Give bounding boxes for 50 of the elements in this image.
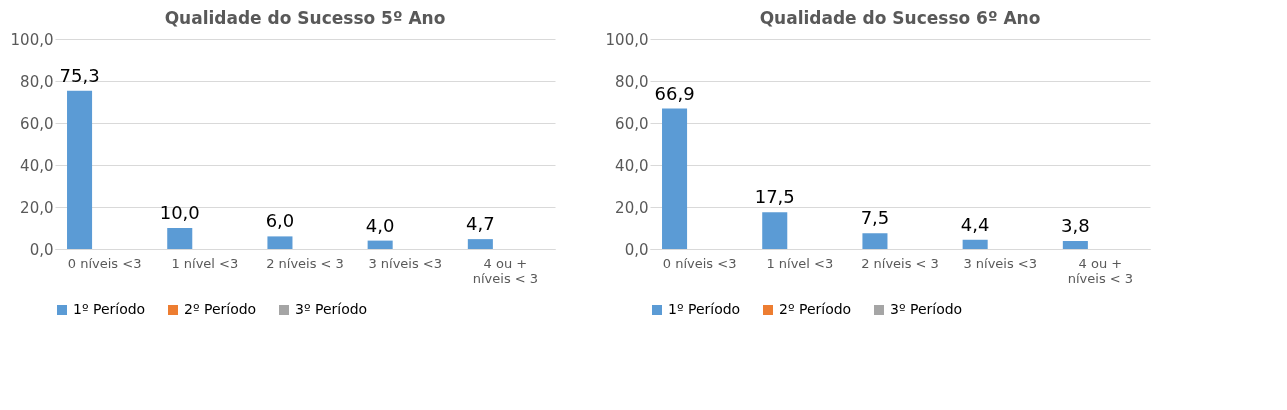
- x-tick-label: 4 ou + níveis < 3: [472, 255, 539, 286]
- y-tick-label: 100,0: [10, 30, 54, 49]
- y-tick-label: 40,0: [20, 156, 54, 175]
- data-label: 4,7: [466, 213, 495, 235]
- bar: [662, 108, 688, 249]
- legend-label: 2º Período: [779, 301, 852, 317]
- chart-title: Qualidade do Sucesso 5º Ano: [164, 8, 446, 28]
- data-label: 66,9: [654, 82, 695, 104]
- chart-title: Qualidade do Sucesso 6º Ano: [759, 8, 1041, 28]
- x-tick-label: 1 nível <3: [766, 255, 834, 271]
- bar: [67, 90, 93, 249]
- bar: [862, 233, 888, 249]
- y-tick-label: 60,0: [20, 114, 54, 133]
- y-tick-label: 80,0: [615, 72, 649, 91]
- data-label: 6,0: [265, 210, 295, 232]
- bar: [762, 212, 788, 249]
- legend-label: 2º Período: [184, 301, 257, 317]
- y-tick-label: 20,0: [615, 198, 649, 217]
- data-label: 4,0: [365, 214, 395, 236]
- y-tick-label: 0,0: [624, 240, 649, 259]
- x-tick-label: 1 nível <3: [171, 255, 239, 271]
- y-tick-label: 40,0: [615, 156, 649, 175]
- x-tick-label: 2 níveis < 3: [861, 255, 939, 271]
- legend-label: 3º Período: [890, 301, 963, 317]
- y-tick-label: 20,0: [20, 198, 54, 217]
- y-tick-label: 60,0: [615, 114, 649, 133]
- bar: [167, 228, 193, 249]
- bar: [367, 240, 393, 249]
- x-tick-label: 2 níveis < 3: [266, 255, 344, 271]
- data-label: 7,5: [860, 207, 890, 229]
- data-label: 75,3: [59, 64, 100, 86]
- y-tick-label: 0,0: [29, 240, 54, 259]
- bar: [962, 239, 988, 249]
- data-label: 17,5: [754, 186, 795, 208]
- bar: [1062, 241, 1088, 249]
- x-tick-label: 3 níveis <3: [963, 255, 1038, 271]
- y-tick-label: 80,0: [20, 72, 54, 91]
- data-label: 4,4: [960, 213, 990, 235]
- x-tick-label: 4 ou + níveis < 3: [1067, 255, 1134, 286]
- legend-label: 3º Período: [295, 301, 368, 317]
- x-tick-label: 3 níveis <3: [368, 255, 443, 271]
- y-tick-label: 100,0: [605, 30, 649, 49]
- legend-label: 1º Período: [668, 301, 741, 317]
- bar: [267, 236, 293, 249]
- bar: [467, 239, 493, 249]
- x-tick-label: 0 níveis <3: [67, 255, 142, 271]
- legend-label: 1º Período: [73, 301, 146, 317]
- x-tick-label: 0 níveis <3: [662, 255, 737, 271]
- data-label: 10,0: [159, 202, 200, 223]
- data-label: 3,8: [1061, 215, 1090, 237]
